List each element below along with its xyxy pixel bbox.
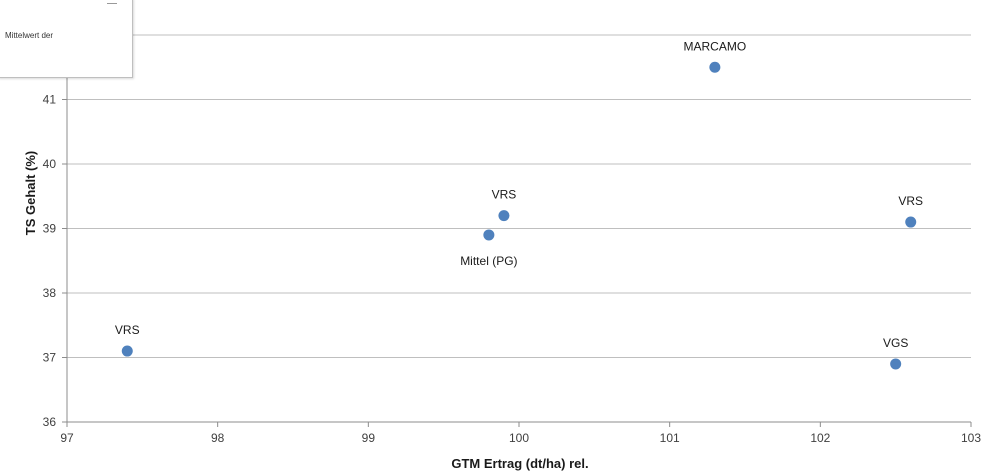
y-tick-labels: 36 37 38 39 40 41 (43, 93, 57, 430)
axes (62, 0, 972, 427)
data-labels: MARCAMO VRS Mittel (PG) VRS VRS VGS (115, 39, 923, 350)
legend-line-icon (107, 0, 117, 4)
gridlines (67, 34, 971, 358)
x-tick-label: 97 (60, 431, 74, 445)
data-point (890, 358, 902, 370)
data-point (498, 210, 510, 222)
data-point (905, 216, 917, 228)
data-point (483, 229, 495, 241)
y-tick-label: 38 (43, 286, 57, 300)
data-points (121, 61, 917, 370)
x-tick-label: 100 (509, 431, 529, 445)
y-tick-label: 37 (43, 351, 57, 365)
x-tick-label: 101 (660, 431, 680, 445)
data-label: VRS (492, 188, 517, 202)
x-tick-label: 102 (810, 431, 830, 445)
x-axis-title: GTM Ertrag (dt/ha) rel. (451, 456, 588, 471)
y-tick-label: 41 (43, 93, 57, 107)
y-tick-label: 36 (43, 415, 57, 429)
legend: Mittelwert der (0, 0, 133, 78)
data-label: MARCAMO (684, 39, 747, 53)
data-point (709, 61, 721, 73)
data-label: VRS (898, 194, 923, 208)
legend-entry-label: Mittelwert der (5, 31, 54, 40)
y-tick-label: 40 (43, 157, 57, 171)
data-label: Mittel (PG) (460, 254, 517, 268)
y-tick-label: 39 (43, 222, 57, 236)
x-tick-label: 98 (211, 431, 225, 445)
x-tick-labels: 97 98 99 100 101 102 103 (60, 431, 981, 445)
y-axis-title: TS Gehalt (%) (23, 151, 38, 236)
x-tick-label: 99 (362, 431, 376, 445)
data-point (121, 345, 133, 357)
x-tick-label: 103 (961, 431, 981, 445)
data-label: VGS (883, 336, 908, 350)
data-label: VRS (115, 323, 140, 337)
